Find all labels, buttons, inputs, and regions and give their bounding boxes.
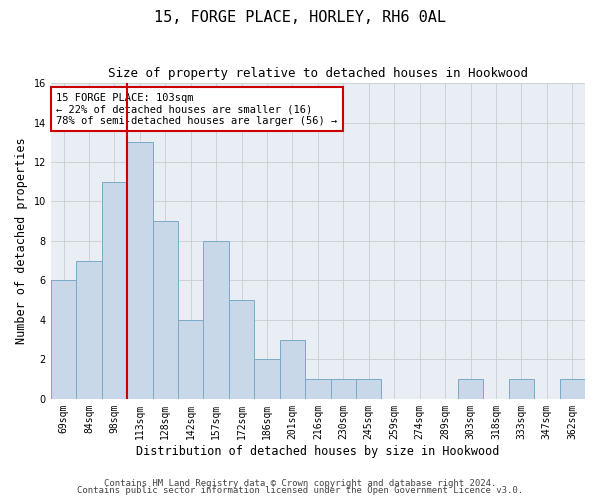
Text: 15 FORGE PLACE: 103sqm
← 22% of detached houses are smaller (16)
78% of semi-det: 15 FORGE PLACE: 103sqm ← 22% of detached… [56,92,337,126]
Bar [127,142,152,399]
Bar [152,221,178,399]
Bar [101,182,127,399]
Bar [51,280,76,399]
Bar [178,320,203,399]
Bar [509,379,534,399]
Bar [229,300,254,399]
Text: Contains HM Land Registry data © Crown copyright and database right 2024.: Contains HM Land Registry data © Crown c… [104,478,496,488]
X-axis label: Distribution of detached houses by size in Hookwood: Distribution of detached houses by size … [136,444,500,458]
Bar [560,379,585,399]
Bar [458,379,483,399]
Y-axis label: Number of detached properties: Number of detached properties [15,138,28,344]
Bar [356,379,382,399]
Title: Size of property relative to detached houses in Hookwood: Size of property relative to detached ho… [108,68,528,80]
Bar [254,360,280,399]
Text: 15, FORGE PLACE, HORLEY, RH6 0AL: 15, FORGE PLACE, HORLEY, RH6 0AL [154,10,446,25]
Text: Contains public sector information licensed under the Open Government Licence v3: Contains public sector information licen… [77,486,523,495]
Bar [305,379,331,399]
Bar [331,379,356,399]
Bar [280,340,305,399]
Bar [76,260,101,399]
Bar [203,241,229,399]
